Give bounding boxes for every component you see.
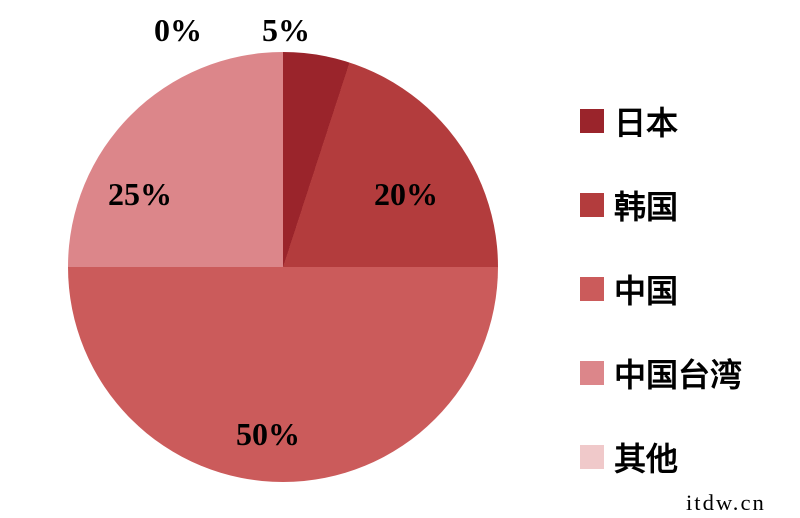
legend-label: 日本: [614, 98, 678, 144]
slice-label-0: 5%: [262, 12, 310, 49]
legend-item-2: 中国: [580, 266, 742, 312]
legend-label: 中国: [614, 266, 678, 312]
legend-item-0: 日本: [580, 98, 742, 144]
legend-item-4: 其他: [580, 434, 742, 480]
legend-item-1: 韩国: [580, 182, 742, 228]
legend: 日本韩国中国中国台湾其他: [580, 98, 742, 480]
legend-label: 其他: [614, 434, 678, 480]
slice-label-2: 50%: [236, 416, 300, 453]
legend-swatch-icon: [580, 109, 604, 133]
slice-label-1: 20%: [374, 176, 438, 213]
slice-label-3: 25%: [108, 176, 172, 213]
legend-item-3: 中国台湾: [580, 350, 742, 396]
legend-swatch-icon: [580, 193, 604, 217]
legend-label: 中国台湾: [614, 350, 742, 396]
pie-chart-container: 5%20%50%25%0%: [68, 52, 498, 482]
legend-swatch-icon: [580, 277, 604, 301]
legend-label: 韩国: [614, 182, 678, 228]
legend-swatch-icon: [580, 445, 604, 469]
slice-label-4: 0%: [154, 12, 202, 49]
watermark: itdw.cn: [686, 490, 766, 516]
legend-swatch-icon: [580, 361, 604, 385]
